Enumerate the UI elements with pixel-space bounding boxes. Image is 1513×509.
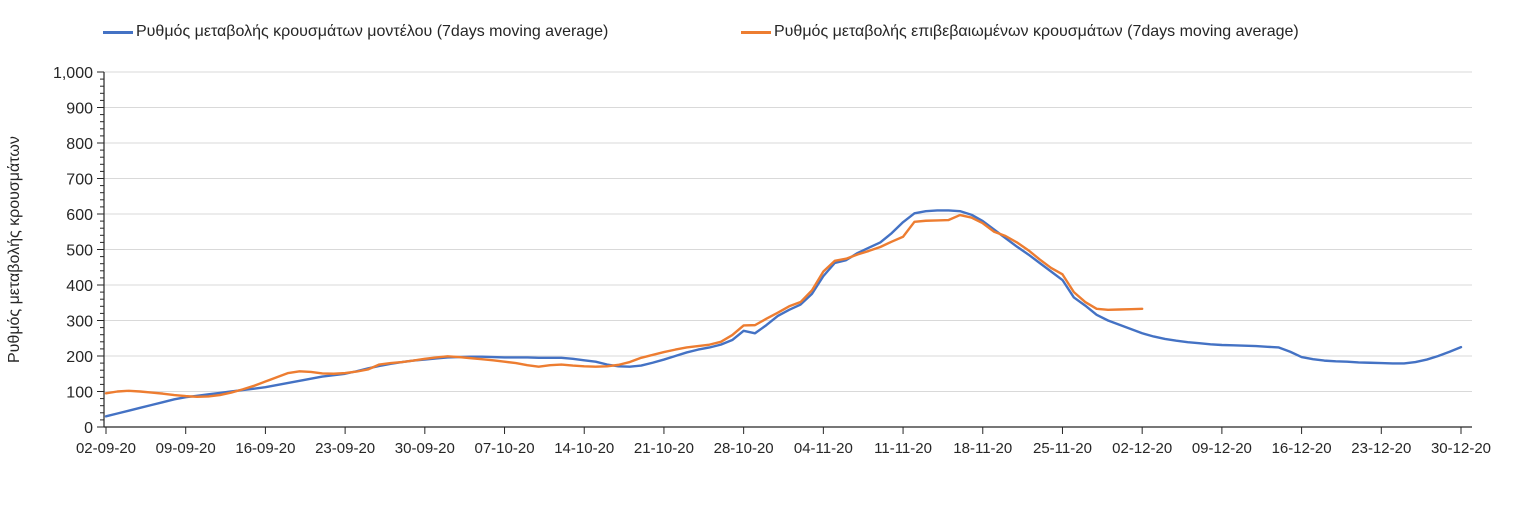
y-tick-label: 100	[66, 385, 93, 402]
y-tick-label: 800	[66, 136, 93, 153]
x-tick-label: 16-12-20	[1272, 440, 1332, 457]
x-tick-label: 18-11-20	[953, 440, 1012, 457]
x-tick-label: 28-10-20	[714, 440, 774, 457]
x-tick-label: 16-09-20	[235, 440, 295, 457]
y-tick-label: 600	[66, 207, 93, 224]
y-tick-label: 400	[66, 278, 93, 295]
legend-line-swatch-confirmed-icon	[741, 30, 771, 34]
legend-line-swatch-model-icon	[103, 30, 133, 34]
x-tick-label: 02-12-20	[1112, 440, 1172, 457]
x-tick-label: 14-10-20	[554, 440, 614, 457]
x-tick-label: 02-09-20	[76, 440, 136, 457]
legend-item-model: Ρυθμός μεταβολής κρουσμάτων μοντέλου (7d…	[103, 22, 608, 42]
x-tick-label: 09-09-20	[156, 440, 216, 457]
x-tick-label: 09-12-20	[1192, 440, 1252, 457]
series-line-confirmed	[104, 213, 1144, 399]
x-tick-label: 30-12-20	[1431, 440, 1491, 457]
y-tick-label: 700	[66, 172, 93, 189]
x-tick-label: 23-12-20	[1351, 440, 1411, 457]
x-tick-label: 23-09-20	[315, 440, 375, 457]
legend-label-model: Ρυθμός μεταβολής κρουσμάτων μοντέλου (7d…	[136, 23, 609, 40]
x-tick-label: 07-10-20	[475, 440, 535, 457]
x-tick-label: 04-11-20	[794, 440, 853, 457]
series-line-model	[104, 209, 1463, 418]
x-tick-label: 11-11-20	[874, 440, 932, 457]
y-tick-label: 1,000	[53, 65, 93, 82]
x-tick-label: 21-10-20	[634, 440, 694, 457]
y-tick-label: 300	[66, 314, 93, 331]
x-tick-label: 30-09-20	[395, 440, 455, 457]
y-tick-label: 500	[66, 243, 93, 260]
legend: Ρυθμός μεταβολής κρουσμάτων μοντέλου (7d…	[0, 0, 1513, 50]
y-tick-label: 0	[84, 420, 93, 437]
y-tick-label: 900	[66, 101, 93, 118]
legend-label-confirmed: Ρυθμός μεταβολής επιβεβαιωμένων κρουσμάτ…	[774, 23, 1299, 40]
y-tick-label: 200	[66, 349, 93, 366]
x-tick-label: 25-11-20	[1033, 440, 1092, 457]
legend-item-confirmed: Ρυθμός μεταβολής επιβεβαιωμένων κρουσμάτ…	[741, 22, 1299, 42]
